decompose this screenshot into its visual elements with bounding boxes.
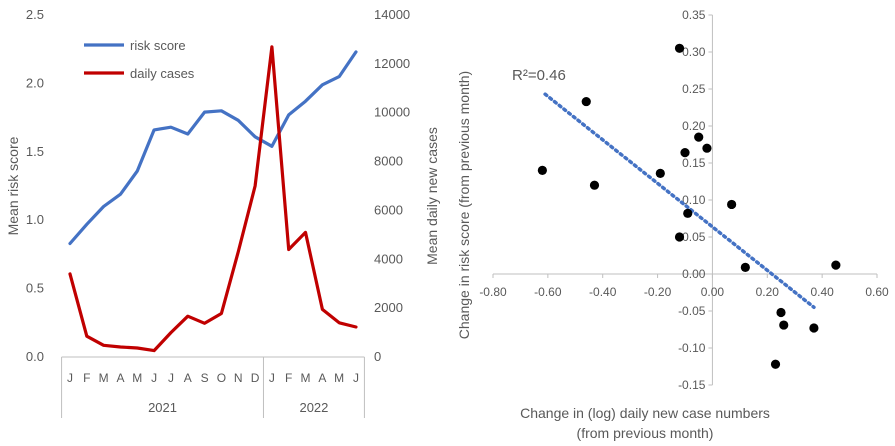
x-tick-label: -0.20 [644,285,672,299]
trend-line [543,92,816,310]
scatter-point [831,260,841,270]
scatter-point [655,168,665,178]
y-axis-title: Change in risk score (from previous mont… [456,71,472,339]
month-tick-label: J [168,371,174,385]
month-tick-label: J [353,371,359,385]
right-y-tick-label: 14000 [374,7,410,22]
month-tick-label: M [99,371,109,385]
month-tick-label: M [334,371,344,385]
y-tick-label: -0.10 [678,341,706,355]
x-tick-label: -0.80 [479,285,507,299]
month-tick-label: J [67,371,73,385]
risk-cases-line-chart: 0.0 0.5 1.0 1.5 2.0 2.5 0 2000 4000 6000 8000 10000… [5,7,440,418]
r-squared-annotation: R²=0.46 [512,67,566,84]
y-tick-label: -0.05 [678,304,706,318]
month-tick-label: O [217,371,226,385]
right-y-axis-title: Mean daily new cases [424,127,440,265]
month-tick-label: A [116,371,124,385]
right-y-tick-label: 6000 [374,202,403,217]
y-tick-label: 0.30 [682,45,706,59]
scatter-point [683,208,693,218]
scatter-point [537,165,547,175]
right-y-tick-label: 8000 [374,154,403,169]
left-y-tick-label: 2.5 [26,7,44,22]
left-y-tick-label: 0.0 [26,349,44,364]
left-y-tick-label: 1.5 [26,144,44,159]
month-tick-label: J [151,371,157,385]
month-tick-label: A [184,371,192,385]
legend-entry-label: daily cases [130,66,195,81]
month-tick-label: J [269,371,275,385]
scatter-point [770,359,781,369]
scatter-point [589,180,600,190]
month-tick-label: A [318,371,326,385]
daily-cases-series-line [68,45,358,353]
y-tick-label: 0.35 [682,8,706,22]
month-tick-label: M [132,371,142,385]
month-tick-label: D [251,371,260,385]
scatter-point [680,148,690,158]
right-y-tick-label: 0 [374,349,381,364]
scatter-point [674,232,685,242]
y-tick-label: 0.00 [682,267,706,281]
left-y-tick-label: 1.0 [26,212,44,227]
x-axis-title: Change in (log) daily new case numbers (f… [520,405,770,441]
y-tick-label: 0.15 [682,156,706,170]
scatter-point [674,43,685,53]
change-scatter-chart: -0.80 -0.60 -0.40 -0.20 0.00 0.20 0.40 0.60 -0.1… [456,8,889,441]
left-y-tick-label: 0.5 [26,281,44,296]
legend-entry-label: risk score [130,38,186,53]
y-tick-label: -0.15 [678,378,706,392]
y-tick-label: 0.25 [682,82,706,96]
x-tick-label: -0.60 [534,285,562,299]
x-tick-label: 0.00 [701,285,725,299]
y-tick-label: 0.05 [682,230,706,244]
right-y-tick-label: 12000 [374,56,410,71]
risk-score-series-line [68,50,358,246]
scatter-point [727,199,737,210]
right-y-tick-label: 2000 [374,300,403,315]
scatter-point [779,320,789,330]
y-tick-label: 0.10 [682,193,706,207]
right-y-tick-label: 10000 [374,105,410,120]
scatter-point [694,132,704,142]
year-group-label: 2022 [299,400,328,415]
scatter-point [702,143,712,153]
left-y-axis-title: Mean risk score [5,136,21,235]
month-tick-label: F [83,371,90,385]
x-tick-label: 0.40 [810,285,834,299]
scatter-point [776,307,786,318]
scatter-point [809,323,819,333]
month-tick-label: S [201,371,209,385]
right-y-tick-label: 4000 [374,251,403,266]
x-tick-label: 0.20 [756,285,780,299]
year-group-label: 2021 [148,400,177,415]
left-y-tick-label: 2.0 [26,75,44,90]
y-tick-label: 0.20 [682,119,706,133]
scatter-point [581,96,591,107]
x-tick-label: -0.40 [589,285,617,299]
scatter-point [740,262,750,272]
month-tick-label: N [234,371,243,385]
month-tick-label: F [285,371,292,385]
x-tick-label: 0.60 [865,285,889,299]
month-tick-label: M [301,371,311,385]
